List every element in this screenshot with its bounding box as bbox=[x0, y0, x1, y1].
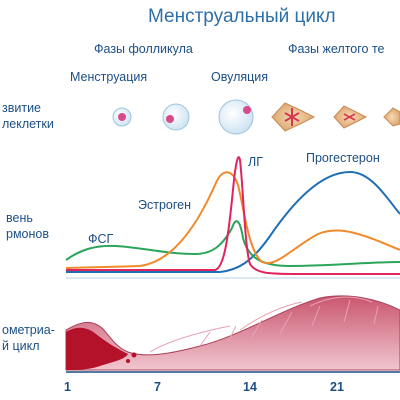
row-label-line: й цикл bbox=[2, 339, 40, 353]
estrogen-curve bbox=[65, 171, 400, 269]
row-label-cell-development: звитие леклетки bbox=[2, 100, 54, 132]
hormone-label-progesterone: Прогестерон bbox=[306, 151, 380, 165]
row-label-line: вень bbox=[6, 211, 33, 225]
x-tick-label: 21 bbox=[330, 380, 344, 394]
row-label-line: леклетки bbox=[2, 117, 54, 131]
corpus-luteum-1 bbox=[271, 102, 316, 132]
corpus-luteum-3 bbox=[383, 107, 400, 127]
progesterone-curve bbox=[66, 170, 400, 273]
menstrual-blood bbox=[66, 327, 137, 370]
corpus-luteum-2 bbox=[333, 105, 368, 129]
phase-label-luteal: Фазы желтого те bbox=[288, 42, 385, 56]
hormone-label-fsh: ФСГ bbox=[88, 232, 114, 246]
hormone-label-lh: ЛГ bbox=[248, 155, 263, 169]
phase-label-follicular: Фазы фолликула bbox=[94, 42, 193, 56]
stage-label-menstruation: Менструация bbox=[70, 70, 148, 84]
hormone-label-estrogen: Эстроген bbox=[138, 198, 192, 212]
oocyte-cell-2 bbox=[162, 103, 190, 131]
row-label-line: рмонов bbox=[6, 227, 49, 241]
row-label-line: звитие bbox=[2, 101, 42, 115]
diagram-title: Менструальный цикл bbox=[148, 6, 336, 27]
fsh-curve bbox=[65, 220, 400, 268]
lh-curve bbox=[66, 156, 400, 275]
stage-label-ovulation: Овуляция bbox=[211, 70, 269, 84]
row-label-endometrial-cycle: ометриа- й цикл bbox=[2, 322, 55, 354]
mature-follicle bbox=[218, 99, 254, 135]
row-label-line: ометриа- bbox=[2, 323, 55, 337]
row-label-hormone-level: вень рмонов bbox=[6, 210, 49, 242]
oocyte-cell-1 bbox=[112, 107, 132, 127]
endometrium-band bbox=[65, 295, 400, 371]
x-tick-label: 14 bbox=[243, 380, 257, 394]
cell-development-row bbox=[112, 99, 400, 135]
x-tick-label: 1 bbox=[64, 380, 71, 394]
x-tick-label: 7 bbox=[154, 380, 161, 394]
